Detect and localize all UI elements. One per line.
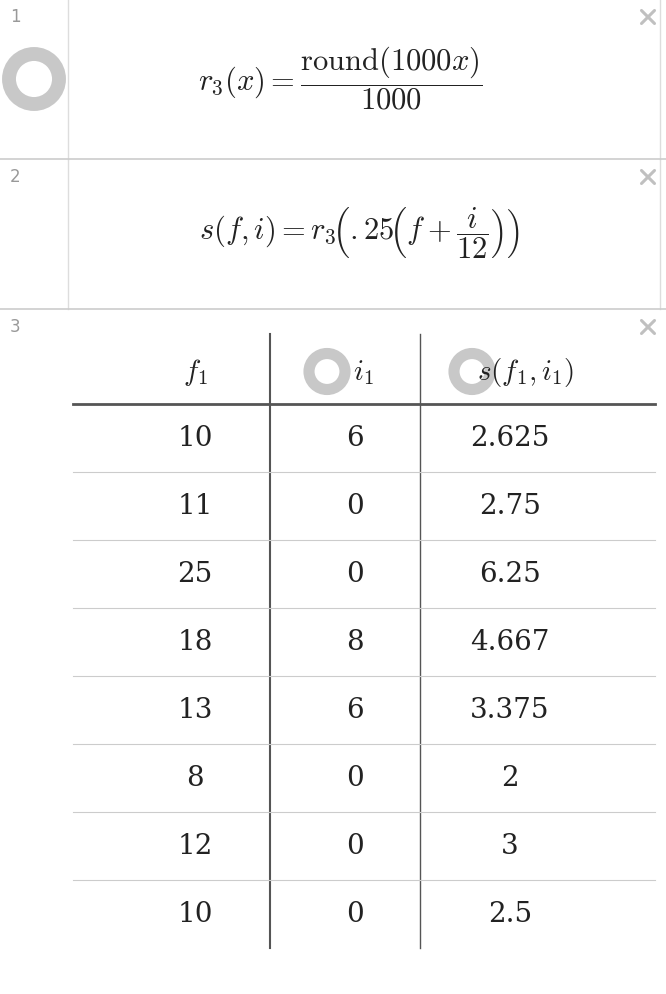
Text: 2: 2 <box>10 168 21 186</box>
Text: 8: 8 <box>346 629 364 656</box>
Text: 25: 25 <box>177 561 212 587</box>
Text: $f_1$: $f_1$ <box>182 357 208 388</box>
Text: 3.375: 3.375 <box>470 697 549 724</box>
Text: 2.5: 2.5 <box>488 901 532 927</box>
Bar <box>0 160 666 310</box>
Text: 18: 18 <box>177 629 212 656</box>
Bar <box>0 310 666 994</box>
Bar <box>0 0 666 160</box>
Text: 6: 6 <box>346 425 364 452</box>
Text: 10: 10 <box>177 425 212 452</box>
Text: 11: 11 <box>177 493 212 520</box>
Text: 0: 0 <box>346 833 364 860</box>
Text: 3: 3 <box>501 833 519 860</box>
Text: 0: 0 <box>346 764 364 791</box>
Text: 2.75: 2.75 <box>479 493 541 520</box>
Text: 3: 3 <box>10 318 21 336</box>
Text: 0: 0 <box>346 493 364 520</box>
Text: 12: 12 <box>177 833 212 860</box>
Text: 8: 8 <box>186 764 204 791</box>
Text: 10: 10 <box>177 901 212 927</box>
Text: 6: 6 <box>346 697 364 724</box>
Text: 0: 0 <box>346 561 364 587</box>
Text: 2.625: 2.625 <box>470 425 549 452</box>
Text: $s(f,i) = r_3\!\left(.25\!\left(f + \dfrac{i}{12}\right)\right)$: $s(f,i) = r_3\!\left(.25\!\left(f + \dfr… <box>199 205 521 260</box>
Text: 6.25: 6.25 <box>479 561 541 587</box>
Text: $s(f_1,i_1)$: $s(f_1,i_1)$ <box>476 356 573 389</box>
Text: 4.667: 4.667 <box>470 629 549 656</box>
Text: 2: 2 <box>501 764 519 791</box>
Text: $r_3(x) = \dfrac{\mathrm{round}(1000x)}{1000}$: $r_3(x) = \dfrac{\mathrm{round}(1000x)}{… <box>198 44 482 111</box>
Text: 13: 13 <box>177 697 212 724</box>
Text: 1: 1 <box>10 8 21 26</box>
Text: $i_1$: $i_1$ <box>352 358 374 387</box>
Text: 0: 0 <box>346 901 364 927</box>
